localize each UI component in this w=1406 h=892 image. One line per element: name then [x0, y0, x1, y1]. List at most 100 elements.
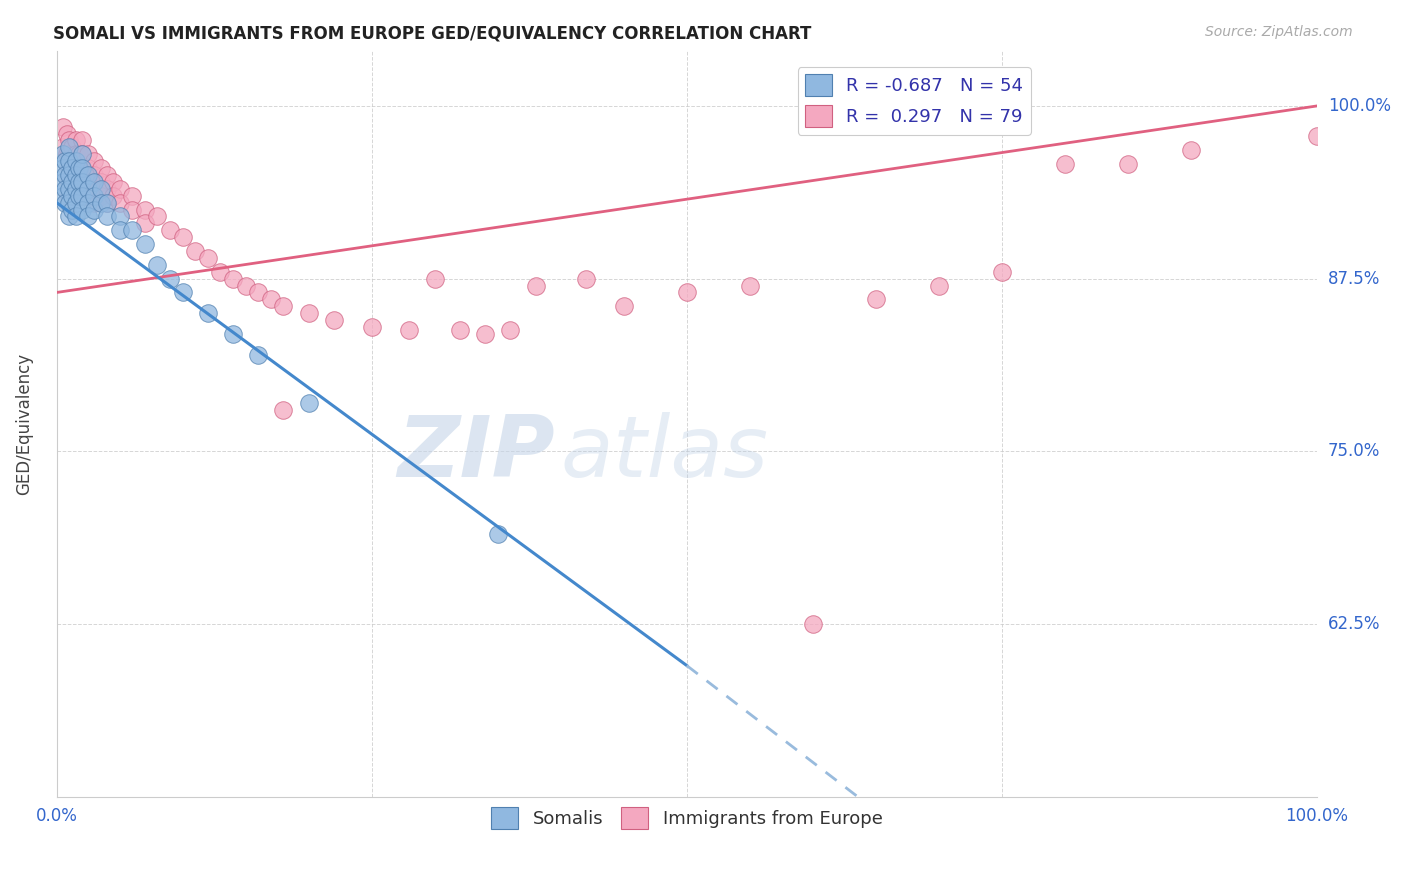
Point	[184, 244, 207, 258]
Y-axis label: GED/Equivalency: GED/Equivalency	[15, 352, 32, 495]
Point	[134, 216, 156, 230]
Point	[159, 271, 181, 285]
Point	[423, 271, 446, 285]
Point	[134, 237, 156, 252]
Point	[70, 175, 93, 189]
Point	[58, 154, 80, 169]
Point	[103, 188, 125, 202]
Point	[83, 154, 105, 169]
Point	[67, 188, 90, 202]
Point	[52, 161, 75, 175]
Point	[235, 278, 257, 293]
Point	[247, 285, 270, 300]
Point	[322, 313, 344, 327]
Point	[58, 161, 80, 175]
Point	[58, 133, 80, 147]
Point	[60, 140, 83, 154]
Point	[52, 175, 75, 189]
Point	[1306, 129, 1329, 144]
Text: Source: ZipAtlas.com: Source: ZipAtlas.com	[1205, 25, 1353, 39]
Point	[67, 161, 90, 175]
Point	[77, 182, 100, 196]
Point	[96, 182, 118, 196]
Point	[77, 210, 100, 224]
Point	[58, 182, 80, 196]
Point	[60, 188, 83, 202]
Point	[260, 293, 283, 307]
Point	[273, 403, 295, 417]
Point	[65, 210, 87, 224]
Point	[474, 326, 496, 341]
Point	[77, 195, 100, 210]
Point	[121, 202, 143, 217]
Point	[524, 278, 547, 293]
Point	[96, 168, 118, 182]
Text: atlas: atlas	[561, 412, 769, 495]
Point	[1180, 143, 1202, 157]
Point	[52, 147, 75, 161]
Point	[172, 285, 194, 300]
Point	[90, 182, 112, 196]
Point	[55, 168, 77, 182]
Point	[70, 147, 93, 161]
Point	[90, 188, 112, 202]
Point	[146, 258, 169, 272]
Point	[83, 175, 105, 189]
Point	[55, 154, 77, 169]
Point	[449, 323, 471, 337]
Point	[928, 278, 950, 293]
Point	[70, 147, 93, 161]
Point	[146, 210, 169, 224]
Point	[1053, 157, 1076, 171]
Point	[70, 133, 93, 147]
Point	[65, 175, 87, 189]
Point	[486, 527, 509, 541]
Point	[77, 147, 100, 161]
Point	[58, 168, 80, 182]
Point	[613, 299, 636, 313]
Text: SOMALI VS IMMIGRANTS FROM EUROPE GED/EQUIVALENCY CORRELATION CHART: SOMALI VS IMMIGRANTS FROM EUROPE GED/EQU…	[53, 25, 811, 43]
Point	[77, 175, 100, 189]
Point	[67, 161, 90, 175]
Point	[108, 223, 131, 237]
Point	[222, 326, 245, 341]
Point	[121, 188, 143, 202]
Point	[197, 251, 219, 265]
Point	[55, 182, 77, 196]
Point	[575, 271, 598, 285]
Point	[70, 175, 93, 189]
Point	[58, 147, 80, 161]
Point	[675, 285, 697, 300]
Point	[83, 195, 105, 210]
Point	[65, 147, 87, 161]
Point	[172, 230, 194, 244]
Point	[801, 617, 824, 632]
Point	[222, 271, 245, 285]
Point	[96, 210, 118, 224]
Point	[134, 202, 156, 217]
Point	[209, 265, 232, 279]
Point	[90, 161, 112, 175]
Point	[499, 323, 522, 337]
Text: 62.5%: 62.5%	[1329, 615, 1381, 633]
Point	[77, 161, 100, 175]
Point	[96, 195, 118, 210]
Text: 75.0%: 75.0%	[1329, 442, 1381, 460]
Point	[90, 175, 112, 189]
Point	[65, 133, 87, 147]
Point	[70, 161, 93, 175]
Point	[65, 168, 87, 182]
Point	[65, 154, 87, 169]
Text: ZIP: ZIP	[396, 412, 554, 495]
Point	[55, 127, 77, 141]
Point	[60, 202, 83, 217]
Point	[360, 320, 382, 334]
Point	[65, 195, 87, 210]
Point	[70, 188, 93, 202]
Point	[298, 396, 321, 410]
Point	[65, 161, 87, 175]
Point	[108, 195, 131, 210]
Point	[60, 168, 83, 182]
Point	[65, 182, 87, 196]
Point	[60, 154, 83, 169]
